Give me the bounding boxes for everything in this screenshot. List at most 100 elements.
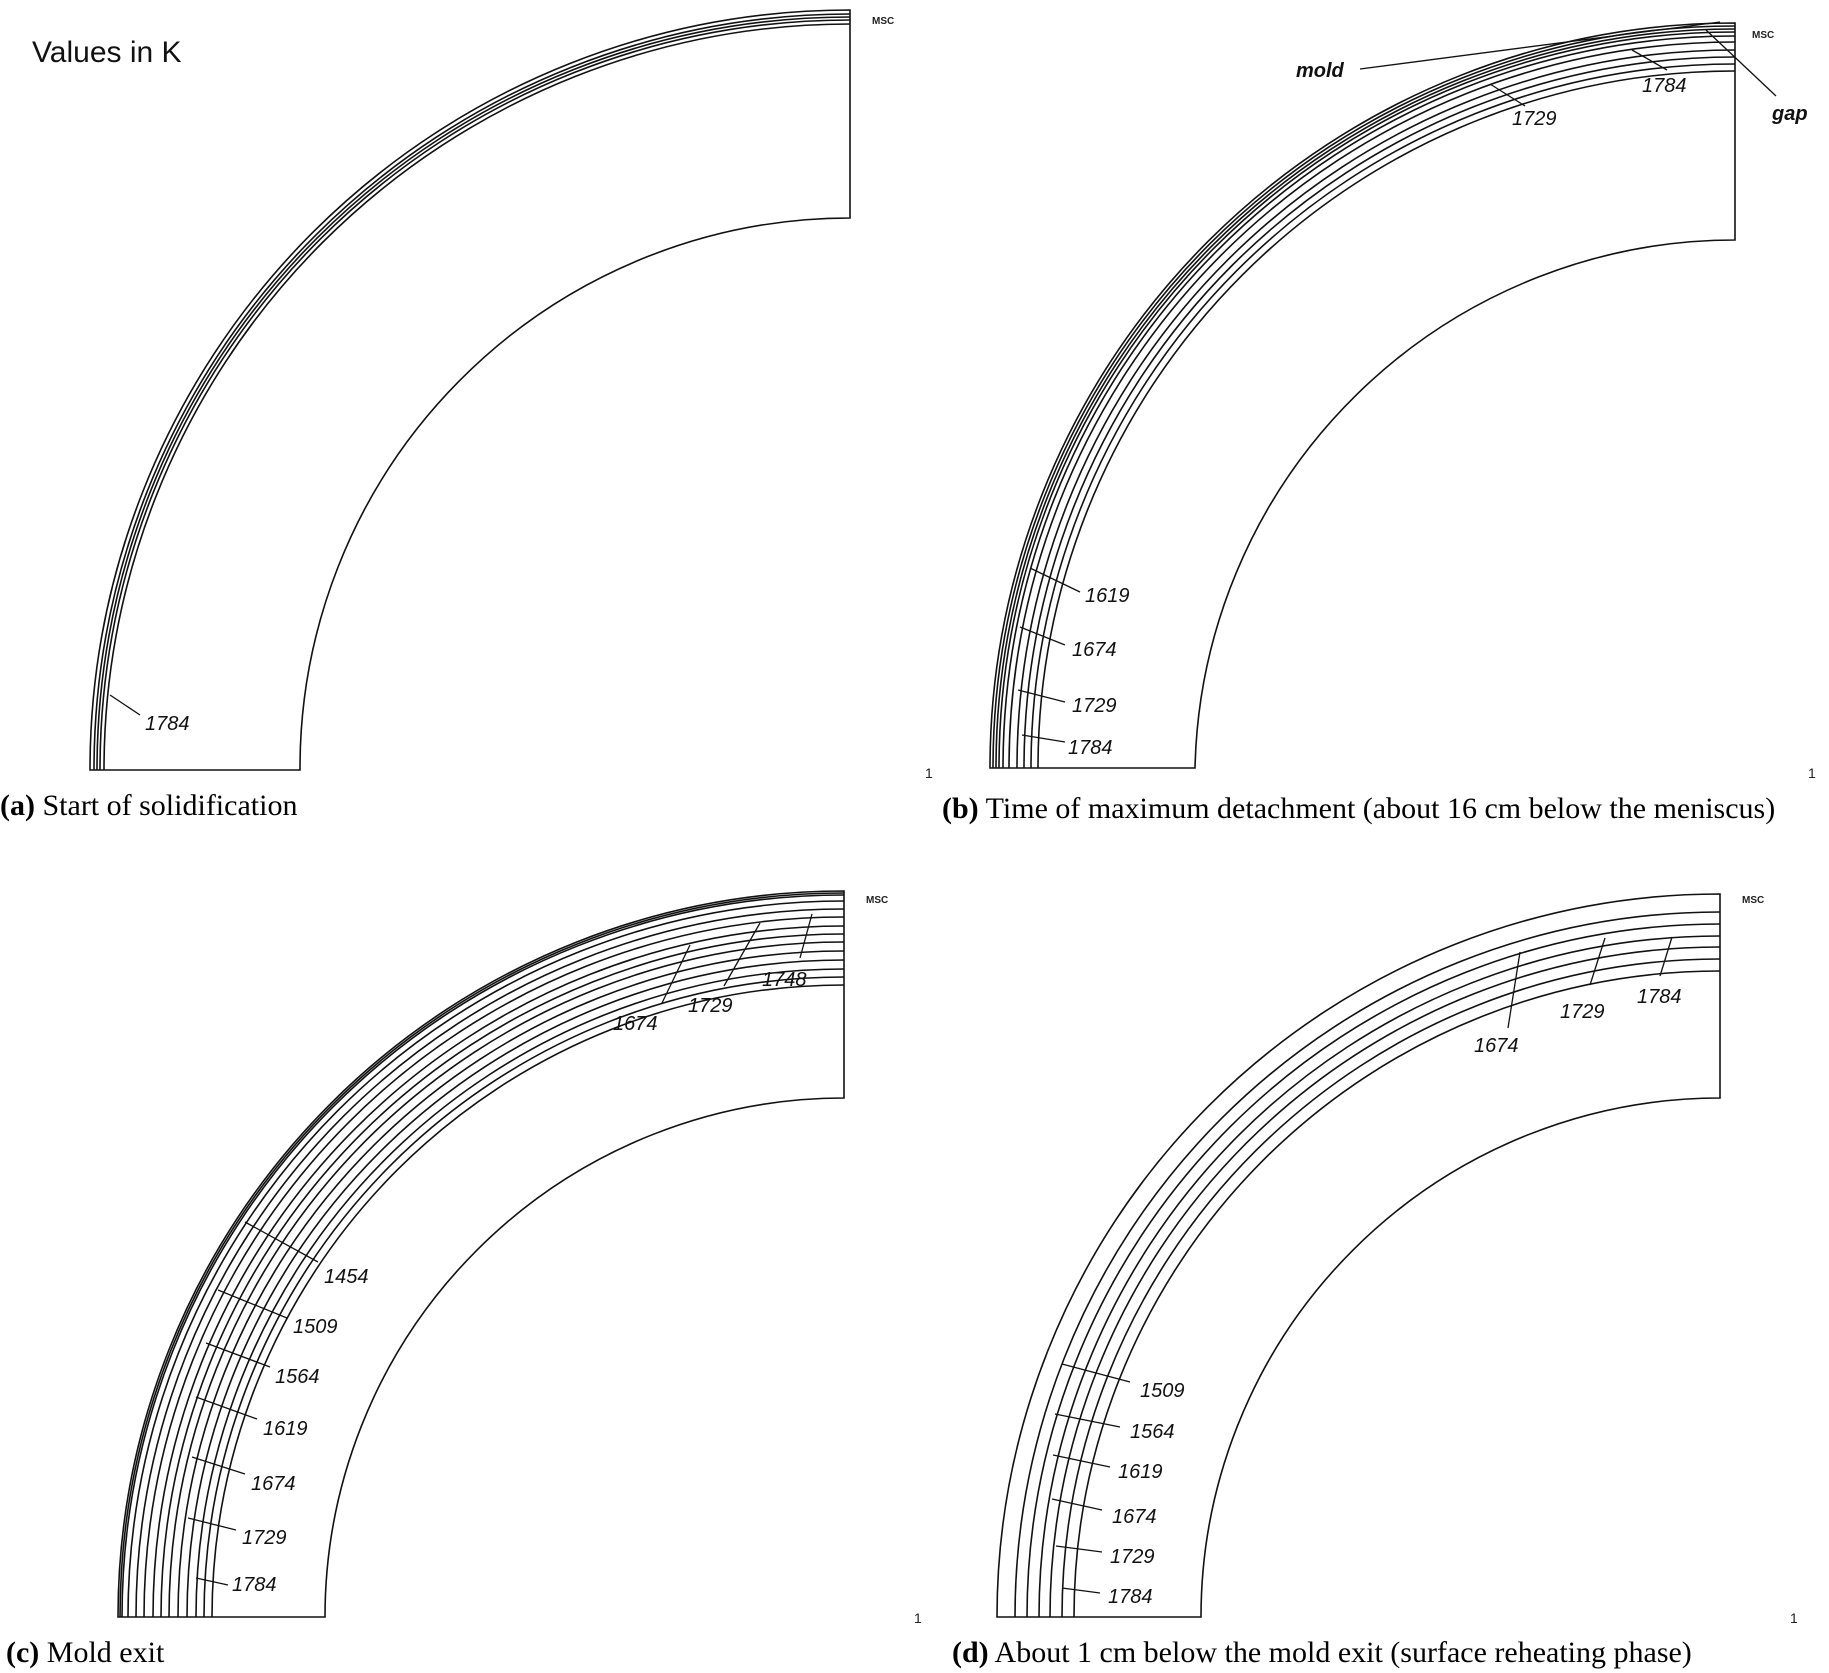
isotherm-contour [211,984,845,1618]
isotherm-contour [135,908,845,1618]
leader-line [1019,626,1066,646]
isotherm-label: 1564 [1130,1421,1175,1443]
isotherm-contour [99,19,851,771]
isotherm-label: 1729 [1072,695,1117,717]
leader-line [1061,1363,1131,1383]
panel-a-domain-outline [89,9,851,771]
leader-line [195,1577,229,1586]
isotherm-contour [152,925,845,1618]
gap-callout: gap [1771,103,1808,125]
leader-line [1055,1545,1103,1553]
leader-line [1029,567,1081,593]
isotherm-label: 1784 [1637,986,1682,1008]
leader-line [799,913,813,959]
isotherm-contour [103,23,851,771]
mold-leader-line [1359,21,1721,70]
leader-line [1054,1413,1121,1428]
isotherm-label: 1674 [613,1013,658,1035]
isotherm-label: 1729 [242,1527,287,1549]
isotherm-label: 1784 [145,713,190,735]
panel-a-caption: (a) Start of solidification [0,789,297,822]
isotherm-label: 1784 [1642,75,1687,97]
panel-c-domain-outline [117,890,845,1618]
isotherm-contour [1038,935,1721,1618]
panel-b-caption: (b) Time of maximum detachment (about 16… [942,792,1775,825]
leader-line [217,1289,288,1319]
leader-line [1659,936,1673,977]
corner-marker: 1 [1808,765,1816,781]
isotherm-label: 1729 [688,995,733,1017]
isotherm-label: 1509 [1140,1380,1185,1402]
isotherm-contour [1014,911,1721,1618]
isotherm-contour [1026,923,1721,1618]
isotherm-contour [992,25,1736,769]
isotherm-contour [1030,63,1736,769]
leader-line [661,944,691,1004]
isotherm-label: 1619 [1085,585,1130,607]
isotherm-label: 1729 [1512,108,1557,130]
isotherm-label: 1674 [1072,639,1117,661]
isotherm-label: 1674 [1474,1035,1519,1057]
isotherm-label: 1509 [293,1316,338,1338]
leader-line [1017,689,1066,703]
msc-logo: MSC [1752,30,1774,41]
gap-leader-line [1705,29,1777,97]
isotherm-label: 1674 [251,1473,296,1495]
isotherm-label: 1748 [762,969,807,991]
panel-d-caption: (d) About 1 cm below the mold exit (surf… [952,1636,1692,1669]
panel-b: 1619 1674 1729 1784 1729 1784 mold gap M… [925,21,1816,825]
leader-line [1051,1498,1103,1511]
isotherm-label: 1454 [324,1266,369,1288]
isotherm-contour [995,28,1736,769]
isotherm-contour [195,968,845,1618]
isotherm-contour [1061,958,1721,1618]
isotherm-label: 1729 [1110,1546,1155,1568]
leader-line [191,1456,246,1475]
panel-d-contours [1014,911,1721,1618]
leader-line [1631,49,1668,71]
units-note: Values in K [32,36,182,69]
panel-d: 1509 1564 1619 1674 1729 1784 1674 1729 … [952,893,1798,1669]
isotherm-contour [1073,970,1721,1618]
isotherm-label: 1784 [1108,1586,1153,1608]
isotherm-contour [998,31,1736,769]
isotherm-contour [1049,946,1721,1618]
isotherm-contour [96,16,851,771]
leader-line [109,694,141,716]
corner-marker: 1 [914,1610,922,1626]
isotherm-contour [1016,49,1736,769]
isotherm-label: 1729 [1560,1001,1605,1023]
leader-line [1021,734,1066,743]
panel-d-domain-outline [996,893,1721,1618]
msc-logo: MSC [872,16,894,27]
leader-line [187,1517,237,1531]
mold-callout: mold [1296,60,1345,82]
leader-line [1507,951,1521,1029]
leader-line [723,922,761,987]
leader-line [244,1221,319,1263]
isotherm-label: 1674 [1112,1506,1157,1528]
isotherm-label: 1784 [1068,737,1113,759]
panel-c: 1454 1509 1564 1619 1674 1729 1784 1674 … [6,890,922,1669]
isotherm-contour [168,941,845,1618]
leader-line [195,1396,258,1420]
msc-logo: MSC [1742,895,1764,906]
isotherm-contour [121,894,845,1618]
panel-a: Values in K 1784 MSC (a) Start of solidi… [0,9,894,822]
isotherm-label: 1564 [275,1366,320,1388]
panel-c-contours [119,892,845,1618]
isotherm-contour [1023,56,1736,769]
leader-line [1052,1454,1111,1468]
leader-line [205,1342,271,1368]
isotherm-label: 1784 [232,1574,277,1596]
corner-marker: 1 [925,765,933,781]
leader-line [1589,937,1606,986]
panel-c-caption: (c) Mold exit [6,1636,165,1669]
isotherm-contour [1002,35,1736,769]
isotherm-contour [93,13,851,771]
isotherm-contour [1037,70,1736,769]
isotherm-contour [127,900,845,1618]
isotherm-label: 1619 [263,1418,308,1440]
isotherm-contour [186,959,845,1618]
